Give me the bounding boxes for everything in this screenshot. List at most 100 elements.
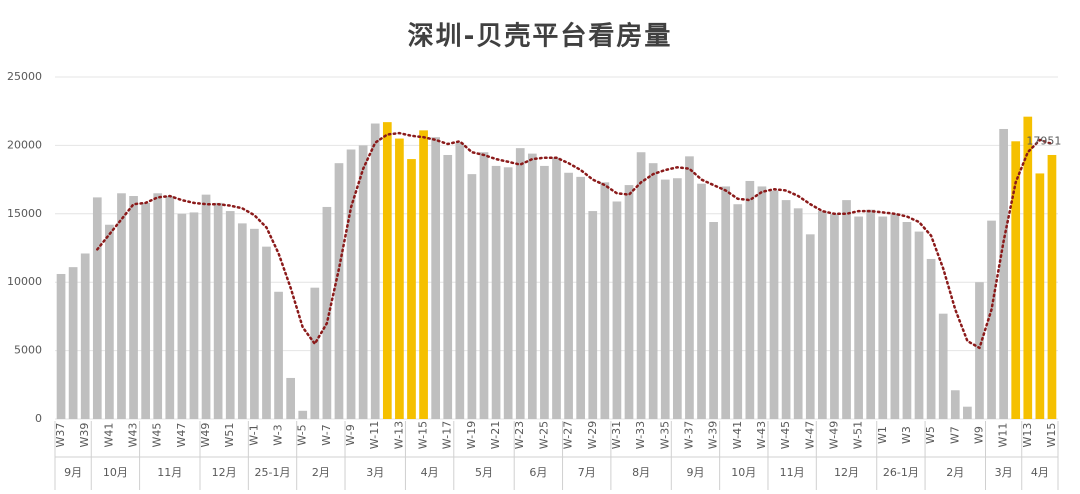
group-label: 12月 bbox=[212, 466, 237, 479]
group-label: 3月 bbox=[995, 466, 1013, 479]
bar bbox=[117, 193, 126, 419]
group-label: 9月 bbox=[64, 466, 82, 479]
group-label: 7月 bbox=[578, 466, 596, 479]
group-label: 11月 bbox=[780, 466, 805, 479]
x-tick-label: W15 bbox=[1045, 423, 1058, 448]
x-tick-label: W-29 bbox=[586, 421, 599, 449]
bar bbox=[286, 377, 295, 419]
group-label: 4月 bbox=[421, 466, 439, 479]
x-tick-label: W-47 bbox=[803, 421, 816, 449]
bar bbox=[213, 202, 223, 419]
bar bbox=[346, 149, 356, 419]
bar bbox=[515, 148, 525, 420]
bar bbox=[672, 178, 682, 419]
x-tick-label: W-27 bbox=[562, 421, 575, 449]
bar bbox=[1035, 173, 1045, 419]
bar bbox=[1011, 141, 1021, 419]
bar bbox=[419, 130, 428, 420]
x-tick-label: W-37 bbox=[682, 421, 695, 449]
bar bbox=[709, 222, 718, 419]
bar bbox=[407, 159, 416, 419]
bar bbox=[274, 291, 283, 419]
bar bbox=[926, 258, 936, 419]
bar bbox=[769, 190, 779, 419]
x-tick-label: W-33 bbox=[634, 421, 647, 449]
bar bbox=[588, 211, 598, 419]
bar bbox=[1023, 116, 1033, 419]
bar bbox=[56, 273, 66, 419]
bar bbox=[105, 224, 114, 419]
group-label: 5月 bbox=[475, 466, 493, 479]
x-tick-label: W3 bbox=[900, 426, 913, 444]
x-tick-label: W-11 bbox=[368, 421, 381, 449]
x-tick-label: W45 bbox=[151, 423, 164, 448]
x-tick-label: W43 bbox=[127, 423, 140, 448]
bar bbox=[963, 406, 972, 419]
bar bbox=[552, 157, 561, 419]
bar bbox=[854, 216, 863, 419]
bar bbox=[491, 165, 501, 419]
x-tick-label: W37 bbox=[54, 423, 67, 448]
bar bbox=[624, 185, 634, 419]
group-label: 11月 bbox=[157, 466, 182, 479]
bar bbox=[636, 152, 646, 420]
x-tick-label: W-51 bbox=[852, 421, 865, 449]
bar bbox=[1047, 154, 1057, 419]
bar bbox=[938, 313, 948, 419]
x-tick-label: W-23 bbox=[513, 421, 526, 449]
x-tick-label: W41 bbox=[102, 423, 115, 448]
bar bbox=[987, 220, 996, 419]
chart-title: 深圳-贝壳平台看房量 bbox=[408, 21, 673, 52]
x-tick-label: W-17 bbox=[441, 421, 454, 449]
bar bbox=[322, 206, 332, 419]
x-tick-label: W9 bbox=[972, 426, 985, 444]
bar bbox=[298, 410, 308, 419]
bar bbox=[92, 197, 102, 419]
bar bbox=[262, 246, 271, 419]
bar bbox=[310, 287, 320, 419]
group-label: 6月 bbox=[529, 466, 547, 479]
x-tick-label: W-3 bbox=[272, 424, 285, 445]
bar bbox=[685, 156, 694, 419]
bar bbox=[697, 183, 706, 419]
bar bbox=[564, 172, 573, 419]
bar bbox=[540, 165, 549, 419]
bar bbox=[818, 211, 827, 419]
bar bbox=[733, 204, 743, 419]
group-label: 2月 bbox=[946, 466, 964, 479]
group-label: 25-1月 bbox=[255, 466, 291, 479]
bar bbox=[479, 152, 489, 420]
bar bbox=[68, 267, 78, 419]
bar bbox=[129, 196, 138, 419]
bar bbox=[866, 209, 876, 419]
value-label: 17951 bbox=[1026, 134, 1061, 147]
bar bbox=[80, 253, 90, 419]
bar bbox=[914, 231, 924, 419]
bar bbox=[721, 186, 731, 419]
y-tick-label: 20000 bbox=[7, 138, 42, 151]
bar bbox=[830, 213, 839, 419]
x-tick-label: W49 bbox=[199, 423, 212, 448]
x-tick-label: W-15 bbox=[417, 421, 430, 449]
bar bbox=[878, 216, 888, 419]
bar bbox=[842, 200, 851, 419]
x-tick-label: W47 bbox=[175, 423, 188, 448]
bar bbox=[165, 196, 175, 419]
group-label: 10月 bbox=[103, 466, 128, 479]
bar bbox=[576, 176, 586, 419]
x-tick-label: W-35 bbox=[658, 421, 671, 449]
bar bbox=[600, 182, 610, 419]
x-tick-label: W13 bbox=[1021, 423, 1034, 448]
bar bbox=[225, 211, 235, 419]
x-tick-label: W-7 bbox=[320, 424, 333, 445]
x-tick-label: W-21 bbox=[489, 421, 502, 449]
x-tick-label: W-39 bbox=[707, 421, 720, 449]
bar bbox=[250, 228, 259, 419]
x-tick-label: W-9 bbox=[344, 424, 357, 445]
bar bbox=[370, 123, 380, 420]
x-tick-label: W-41 bbox=[731, 421, 744, 449]
bar bbox=[612, 201, 622, 419]
bar bbox=[660, 179, 670, 419]
trend-line bbox=[96, 131, 1054, 350]
